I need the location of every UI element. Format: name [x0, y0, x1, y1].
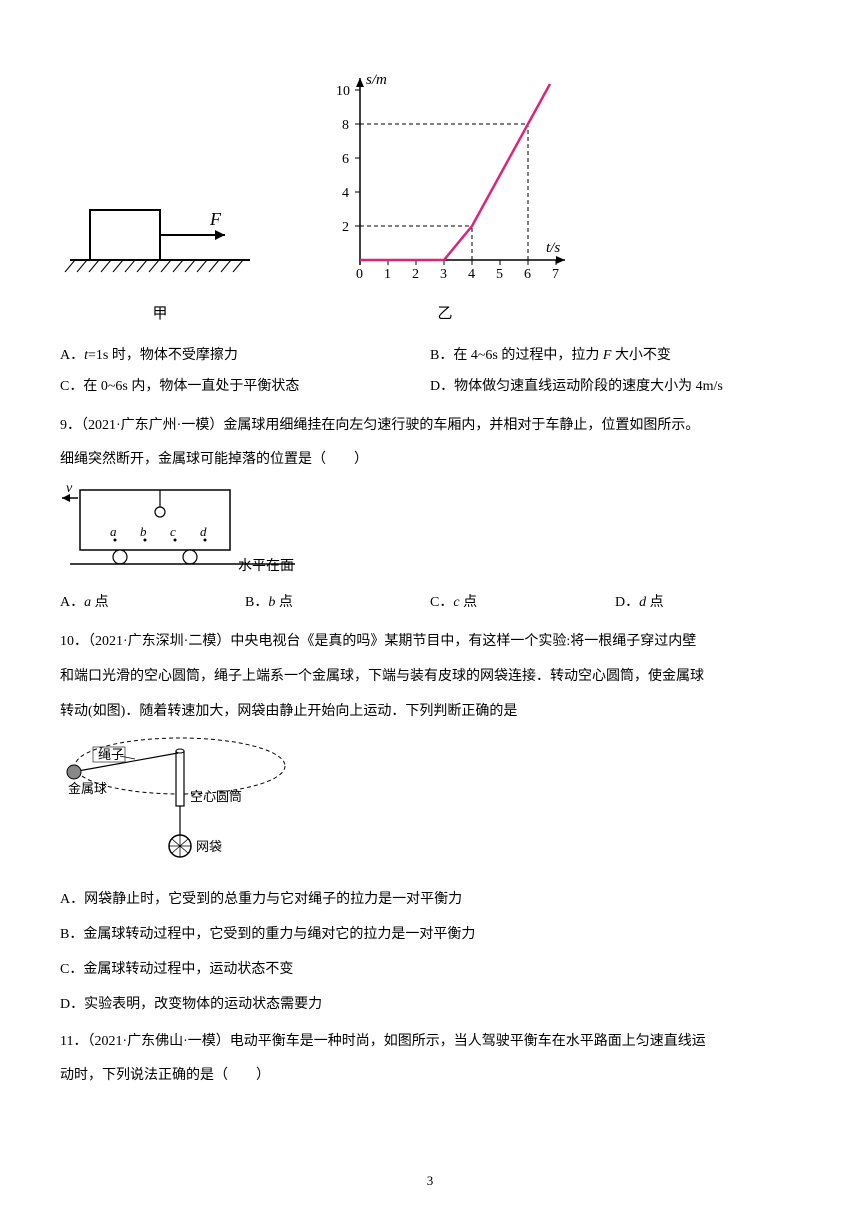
q9-label-c: c: [170, 524, 176, 539]
force-label: F: [209, 209, 222, 229]
q9-label-d: d: [200, 524, 207, 539]
q9-opt-a: A．a 点: [60, 588, 245, 619]
q9-stem2: 细绳突然断开，金属球可能掉落的位置是（ ）: [60, 445, 800, 476]
q11-stem1: 11．（2021·广东佛山·一模）电动平衡车是一种时尚，如图所示，当人驾驶平衡车…: [60, 1027, 800, 1058]
page-number: 3: [0, 1167, 860, 1196]
q10-stem3: 转动(如图)．随着转速加大，网袋由静止开始向上运动．下列判断正确的是: [60, 697, 800, 728]
xtick-1: 1: [384, 267, 391, 282]
figure-yi: 0 1 2 3 4 5 6 7 2 4 6 8 10 s/m t/s 乙: [320, 70, 570, 331]
figure-q10: 绳子 金属球 空心圆筒 网袋: [60, 731, 310, 881]
xtick-7: 7: [552, 267, 559, 282]
figures-row: F 甲 0 1: [60, 70, 800, 331]
xtick-3: 3: [440, 267, 447, 282]
xtick-4: 4: [468, 267, 475, 282]
ytick-3: 8: [342, 118, 349, 133]
q9-opt-c: C．c 点: [430, 588, 615, 619]
q9-v-label: v: [66, 481, 73, 496]
figure-q9: a b c d v 水平在面: [60, 480, 300, 580]
q10-opt-c: C．金属球转动过程中，运动状态不变: [60, 955, 800, 986]
figure-jia-caption: 甲: [152, 298, 167, 331]
q10-tube-label: 空心圆筒: [190, 789, 242, 804]
xtick-5: 5: [496, 267, 503, 282]
q9-label-a: a: [110, 524, 117, 539]
q8-opt-b: B．在 4~6s 的过程中，拉力 F 大小不变: [430, 341, 800, 372]
q10-stem1: 10．（2021·广东深圳·二模）中央电视台《是真的吗》某期节目中，有这样一个实…: [60, 627, 800, 658]
q10-opt-b: B．金属球转动过程中，它受到的重力与绳对它的拉力是一对平衡力: [60, 920, 800, 951]
q10-ball-label: 金属球: [68, 781, 107, 796]
q10-opt-d: D．实验表明，改变物体的运动状态需要力: [60, 990, 800, 1021]
q9-opt-b: B．b 点: [245, 588, 430, 619]
q9-stem1: 9．（2021·广东广州·一模）金属球用细绳挂在向左匀速行驶的车厢内，并相对于车…: [60, 411, 800, 442]
figure-jia: F 甲: [60, 180, 260, 331]
q8-opt-d: D．物体做匀速直线运动阶段的速度大小为 4m/s: [430, 372, 800, 403]
q8-opt-c: C．在 0~6s 内，物体一直处于平衡状态: [60, 372, 430, 403]
xtick-2: 2: [412, 267, 419, 282]
figure-yi-svg: 0 1 2 3 4 5 6 7 2 4 6 8 10 s/m t/s: [320, 70, 570, 290]
q10-stem2: 和端口光滑的空心圆筒，绳子上端系一个金属球，下端与装有皮球的网袋连接．转动空心圆…: [60, 662, 800, 693]
q9-opt-d: D．d 点: [615, 588, 800, 619]
q8-options: A．t=1s 时，物体不受摩擦力 B．在 4~6s 的过程中，拉力 F 大小不变…: [60, 341, 800, 403]
q9-ground-label: 水平在面: [238, 558, 294, 574]
q10-net-label: 网袋: [196, 839, 222, 854]
q9-options: A．a 点 B．b 点 C．c 点 D．d 点: [60, 588, 800, 619]
figure-jia-svg: F: [60, 180, 260, 290]
xtick-6: 6: [524, 267, 531, 282]
y-axis-label: s/m: [366, 72, 387, 88]
x-axis-label: t/s: [546, 240, 560, 256]
figure-yi-caption: 乙: [437, 298, 452, 331]
q11-stem2: 动时，下列说法正确的是（ ）: [60, 1061, 800, 1092]
q8-opt-a: A．t=1s 时，物体不受摩擦力: [60, 341, 430, 372]
ytick-2: 6: [342, 152, 349, 167]
xtick-0: 0: [356, 267, 363, 282]
ytick-0: 2: [342, 220, 349, 235]
ytick-1: 4: [342, 186, 349, 201]
q10-rope-label: 绳子: [98, 747, 124, 762]
ytick-4: 10: [336, 84, 350, 99]
q10-opt-a: A．网袋静止时，它受到的总重力与它对绳子的拉力是一对平衡力: [60, 885, 800, 916]
q9-label-b: b: [140, 524, 147, 539]
